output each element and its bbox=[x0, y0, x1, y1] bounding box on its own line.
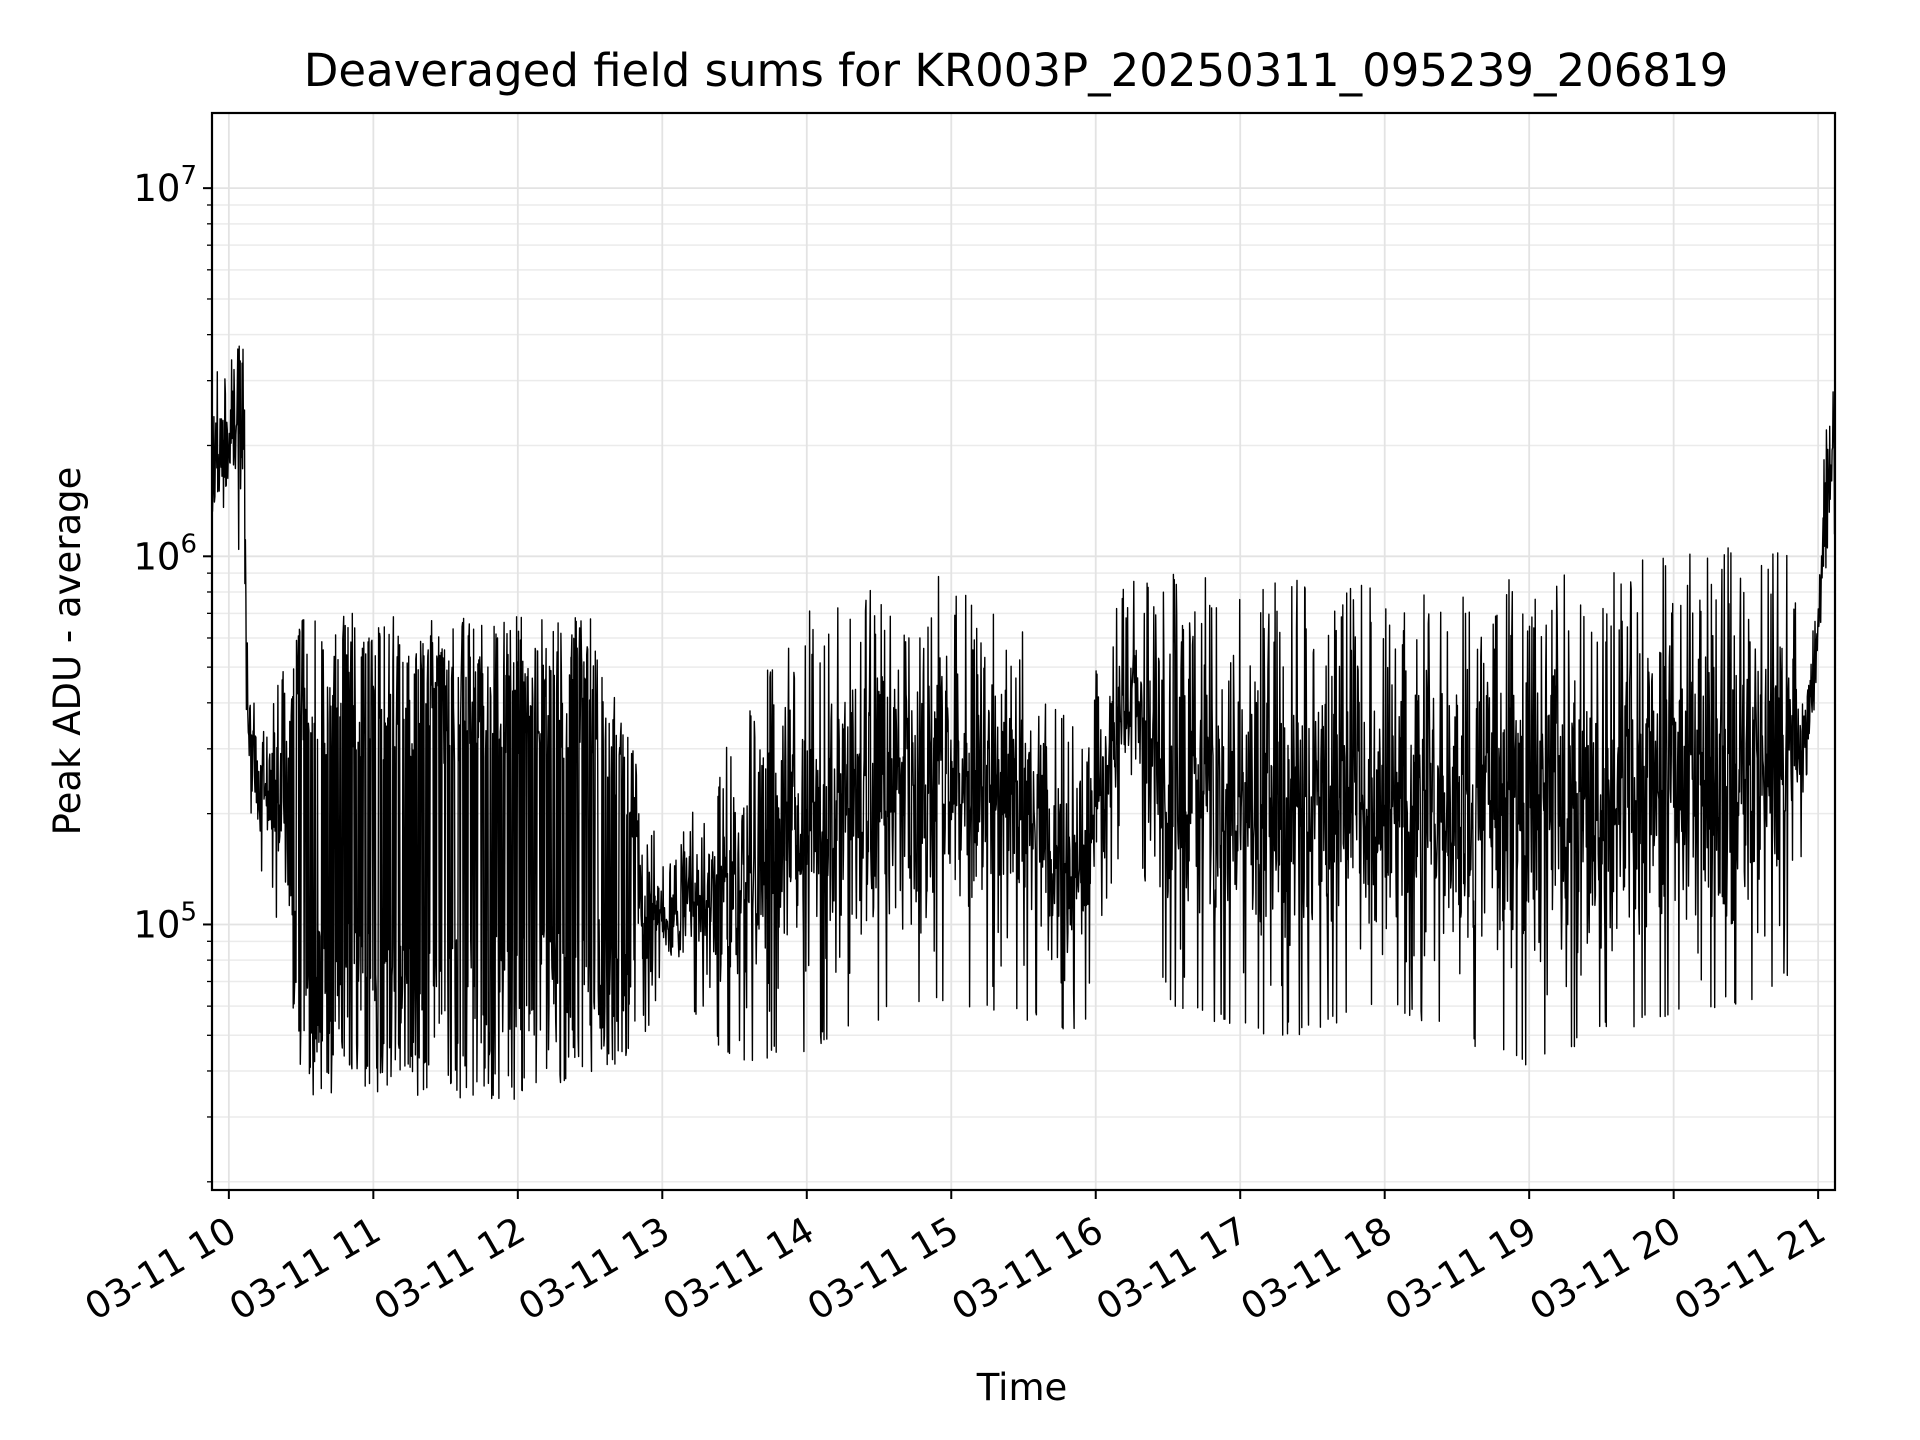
axis-ticks bbox=[203, 187, 1820, 1199]
y-tick-base: 10 bbox=[133, 167, 180, 210]
series-line bbox=[211, 345, 1836, 1100]
y-tick-exponent: 7 bbox=[180, 161, 197, 191]
series-group bbox=[211, 345, 1836, 1100]
y-tick-base: 10 bbox=[133, 903, 180, 946]
plot-frame bbox=[210, 111, 1837, 1192]
y-tick-label: 107 bbox=[133, 161, 197, 210]
x-axis-label: Time bbox=[976, 1366, 1068, 1409]
y-tick-exponent: 6 bbox=[180, 529, 197, 559]
y-tick-label: 105 bbox=[133, 897, 197, 946]
y-tick-label: 106 bbox=[133, 529, 197, 578]
y-axis-label: Peak ADU - average bbox=[46, 467, 89, 836]
y-tick-base: 10 bbox=[133, 535, 180, 578]
y-tick-exponent: 5 bbox=[180, 897, 197, 927]
chart-title: Deaveraged field sums for KR003P_2025031… bbox=[304, 44, 1728, 97]
